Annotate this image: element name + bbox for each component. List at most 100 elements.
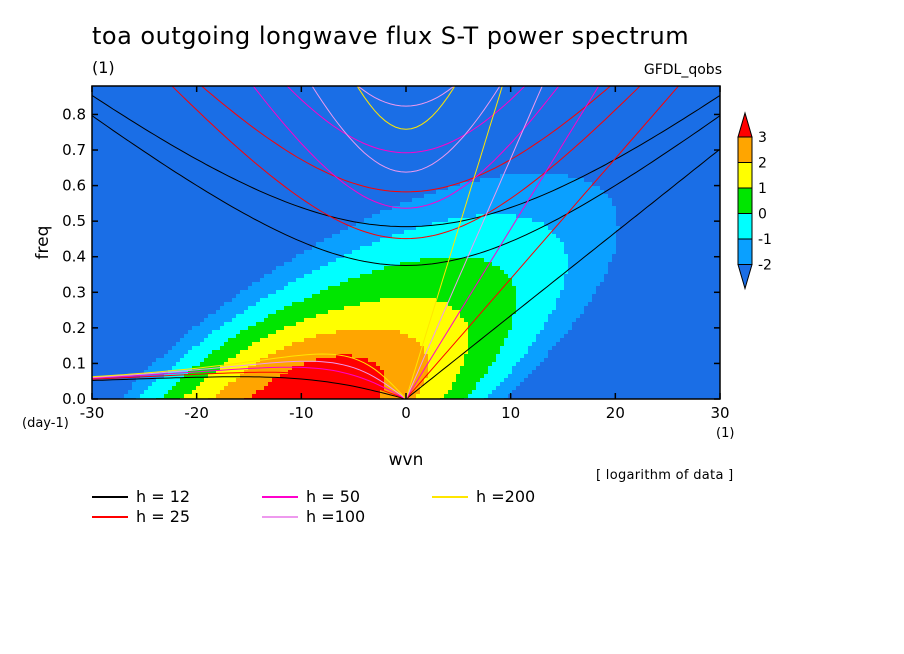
contour-cell [344, 174, 349, 179]
contour-cell [528, 118, 533, 123]
contour-cell [380, 166, 385, 171]
contour-cell [252, 182, 257, 187]
contour-cell [512, 102, 517, 107]
contour-cell [656, 182, 661, 187]
contour-cell [184, 110, 189, 115]
contour-cell [592, 166, 597, 171]
contour-cell [492, 138, 497, 143]
contour-cell [276, 178, 281, 183]
contour-cell [232, 186, 237, 191]
contour-cell [308, 174, 313, 179]
contour-cell [404, 106, 409, 111]
contour-cell [340, 166, 345, 171]
contour-cell [472, 86, 477, 91]
contour-cell [688, 154, 693, 159]
contour-cell [344, 118, 349, 123]
contour-cell [552, 186, 557, 191]
contour-cell [152, 174, 157, 179]
contour-cell [620, 90, 625, 95]
contour-cell [220, 110, 225, 115]
contour-cell [152, 162, 157, 167]
contour-cell [496, 118, 501, 123]
contour-cell [176, 98, 181, 103]
contour-cell [208, 110, 213, 115]
contour-cell [600, 210, 605, 215]
contour-cell [264, 154, 269, 159]
contour-cell [116, 142, 121, 147]
contour-cell [252, 170, 257, 175]
contour-cell [552, 130, 557, 135]
contour-cell [164, 146, 169, 151]
contour-cell [480, 86, 485, 91]
contour-cell [604, 138, 609, 143]
contour-cell [528, 122, 533, 127]
contour-cell [280, 150, 285, 155]
contour-cell [336, 202, 341, 207]
contour-cell [596, 162, 601, 167]
contour-cell [472, 178, 477, 183]
contour-cell [292, 170, 297, 175]
contour-cell [120, 186, 125, 191]
contour-cell [524, 98, 529, 103]
contour-cell [660, 146, 665, 151]
contour-cell [620, 142, 625, 147]
contour-cell [564, 166, 569, 171]
contour-cell [288, 138, 293, 143]
contour-cell [408, 146, 413, 151]
contour-cell [232, 138, 237, 143]
contour-cell [268, 134, 273, 139]
contour-cell [404, 122, 409, 127]
contour-cell [180, 102, 185, 107]
contour-cell [488, 94, 493, 99]
contour-cell [416, 158, 421, 163]
contour-cell [444, 190, 449, 195]
contour-cell [428, 182, 433, 187]
contour-cell [364, 198, 369, 203]
contour-cell [268, 190, 273, 195]
contour-cell [96, 150, 101, 155]
contour-cell [644, 146, 649, 151]
contour-cell [512, 210, 517, 215]
contour-cell [288, 210, 293, 215]
contour-cell [92, 90, 97, 95]
contour-cell [164, 190, 169, 195]
contour-cell [276, 118, 281, 123]
contour-cell [412, 94, 417, 99]
contour-cell [172, 110, 177, 115]
contour-cell [568, 94, 573, 99]
contour-cell [268, 186, 273, 191]
contour-cell [100, 182, 105, 187]
contour-cell [656, 106, 661, 111]
contour-cell [248, 210, 253, 215]
contour-cell [700, 146, 705, 151]
contour-cell [500, 146, 505, 151]
contour-cell [564, 110, 569, 115]
contour-cell [600, 190, 605, 195]
contour-cell [604, 110, 609, 115]
contour-cell [424, 126, 429, 131]
contour-cell [228, 174, 233, 179]
contour-cell [172, 194, 177, 199]
contour-cell [160, 206, 165, 211]
contour-cell [200, 114, 205, 119]
contour-cell [220, 202, 225, 207]
contour-cell [476, 158, 481, 163]
contour-cell [672, 118, 677, 123]
contour-cell [188, 190, 193, 195]
contour-cell [152, 166, 157, 171]
contour-cell [132, 210, 137, 215]
contour-cell [348, 170, 353, 175]
contour-cell [524, 182, 529, 187]
contour-cell [420, 198, 425, 203]
contour-cell [96, 114, 101, 119]
contour-cell [200, 198, 205, 203]
contour-cell [468, 102, 473, 107]
contour-cell [156, 166, 161, 171]
contour-cell [692, 202, 697, 207]
contour-cell [672, 158, 677, 163]
contour-cell [256, 86, 261, 91]
contour-cell [472, 190, 477, 195]
contour-cell [252, 118, 257, 123]
contour-cell [308, 102, 313, 107]
contour-cell [632, 206, 637, 211]
